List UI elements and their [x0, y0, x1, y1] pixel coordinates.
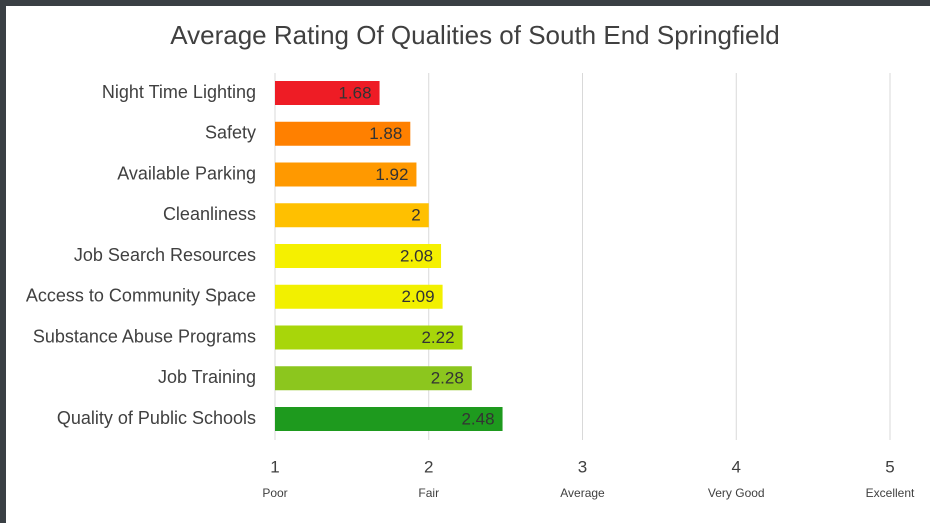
- bar: [275, 366, 472, 391]
- y-tick-label: Substance Abuse Programs: [33, 326, 256, 346]
- bar: [275, 284, 443, 309]
- y-tick-label: Night Time Lighting: [102, 82, 256, 102]
- y-tick-label: Job Training: [158, 367, 256, 387]
- y-tick-label: Job Search Resources: [74, 245, 256, 265]
- y-tick-label: Cleanliness: [163, 204, 256, 224]
- data-label: 1.92: [375, 165, 408, 184]
- data-label: 2.08: [400, 246, 433, 265]
- y-tick-label: Safety: [205, 123, 256, 143]
- bar: [275, 81, 380, 105]
- bar: [275, 407, 503, 431]
- data-label: 2.48: [461, 409, 494, 428]
- x-tick-label: 2: [424, 457, 433, 476]
- x-tick-sublabel: Very Good: [708, 486, 765, 500]
- data-label: 2.22: [421, 328, 454, 347]
- x-tick-label: 3: [578, 457, 587, 476]
- x-tick-sublabel: Poor: [262, 486, 287, 500]
- bar: [275, 325, 463, 350]
- data-label: 2: [411, 206, 420, 225]
- bar: [275, 121, 411, 146]
- x-tick-label: 4: [732, 457, 741, 476]
- data-label: 2.28: [431, 369, 464, 388]
- x-tick-sublabel: Average: [560, 486, 605, 500]
- bar: [275, 244, 442, 268]
- data-label: 1.68: [338, 83, 371, 102]
- bar: [275, 203, 429, 228]
- y-tick-label: Available Parking: [117, 163, 256, 183]
- chart-title: Average Rating Of Qualities of South End…: [170, 20, 779, 50]
- data-label: 2.09: [401, 287, 434, 306]
- y-tick-label: Quality of Public Schools: [57, 408, 256, 428]
- y-tick-label: Access to Community Space: [26, 286, 256, 306]
- x-tick-sublabel: Excellent: [866, 486, 915, 500]
- data-label: 1.88: [369, 124, 402, 143]
- x-tick-label: 5: [885, 457, 894, 476]
- bar: [275, 162, 417, 187]
- chart-background: [6, 6, 930, 523]
- x-tick-label: 1: [270, 457, 279, 476]
- x-tick-sublabel: Fair: [418, 486, 439, 500]
